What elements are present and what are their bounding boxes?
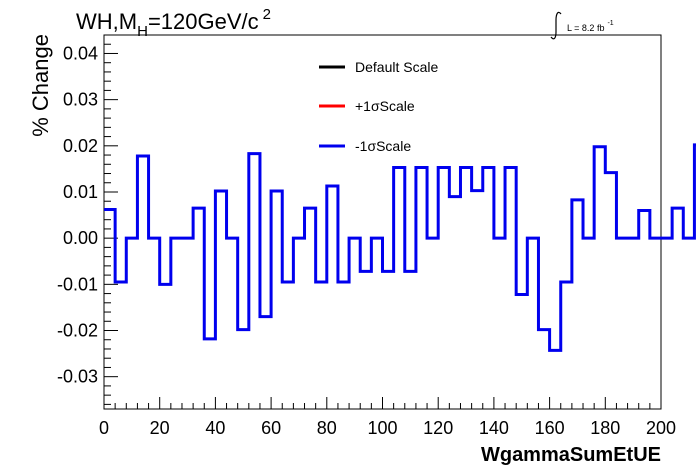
x-tick-label: 60 bbox=[261, 418, 281, 438]
y-tick-label: -0.02 bbox=[57, 321, 98, 341]
title-main: WH,M bbox=[76, 9, 137, 34]
lumi-label: L = 8.2 fb -1 bbox=[567, 20, 614, 33]
chart-title: WH,MH=120GeV/c 2 bbox=[76, 6, 271, 40]
y-tick-label: 0.01 bbox=[63, 182, 98, 202]
x-tick-label: 140 bbox=[479, 418, 509, 438]
y-tick-label: 0.03 bbox=[63, 90, 98, 110]
y-axis-ticks: -0.03 -0.02 -0.01 0.00 0.01 0.02 0.03 0.04 bbox=[57, 34, 118, 405]
lumi-sup: -1 bbox=[607, 20, 613, 27]
x-tick-label: 80 bbox=[317, 418, 337, 438]
y-tick-label: 0.02 bbox=[63, 136, 98, 156]
series-layer bbox=[104, 143, 696, 352]
x-tick-label: 200 bbox=[646, 418, 676, 438]
y-axis-label: % Change bbox=[28, 34, 53, 137]
x-tick-label: 40 bbox=[205, 418, 225, 438]
x-tick-label: 160 bbox=[535, 418, 565, 438]
title-sup: 2 bbox=[263, 6, 271, 23]
legend-label-minus: -1σScale bbox=[355, 138, 411, 154]
legend-label-plus: +1σScale bbox=[355, 98, 415, 114]
x-tick-label: 100 bbox=[367, 418, 397, 438]
y-tick-label: -0.01 bbox=[57, 274, 98, 294]
y-tick-label: 0.00 bbox=[63, 228, 98, 248]
x-axis-ticks: 0 20 40 60 80 100 120 140 160 180 200 bbox=[99, 397, 676, 438]
x-tick-label: 0 bbox=[99, 418, 109, 438]
title-rest: =120GeV/c bbox=[148, 9, 259, 34]
x-tick-label: 180 bbox=[590, 418, 620, 438]
integral-sign-icon bbox=[550, 11, 562, 40]
title-sub: H bbox=[137, 23, 148, 40]
lumi-text: L = 8.2 fb bbox=[567, 23, 604, 33]
legend: Default Scale +1σScale -1σScale bbox=[319, 59, 438, 154]
y-tick-label: -0.03 bbox=[57, 367, 98, 387]
x-tick-label: 20 bbox=[150, 418, 170, 438]
series-line-2 bbox=[104, 143, 696, 352]
x-axis-label: WgammaSumEtUE bbox=[481, 444, 661, 466]
y-tick-label: 0.04 bbox=[63, 43, 98, 63]
legend-label-default: Default Scale bbox=[355, 59, 438, 75]
x-tick-label: 120 bbox=[423, 418, 453, 438]
